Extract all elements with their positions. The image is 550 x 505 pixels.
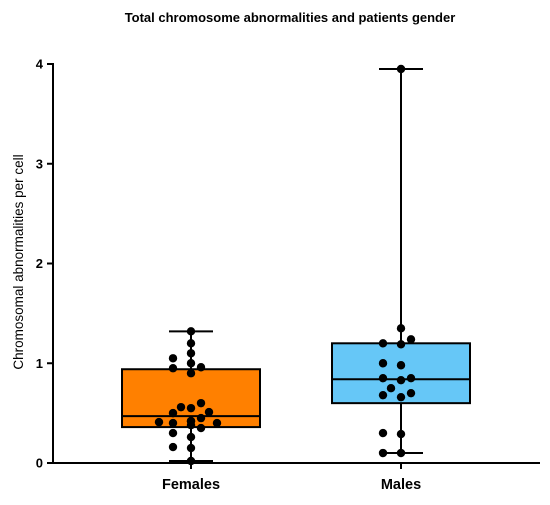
y-axis-label: Chromosomal abnormalities per cell: [11, 154, 26, 369]
boxes: [121, 67, 471, 463]
data-point: [186, 432, 196, 442]
axes: 0 1 2 3 4: [36, 57, 540, 471]
data-point: [186, 339, 196, 348]
data-point: [378, 374, 388, 383]
data-point: [378, 428, 388, 438]
data-point: [196, 413, 206, 423]
data-point: [396, 64, 406, 74]
data-point: [176, 402, 186, 412]
data-point: [168, 408, 178, 418]
data-point: [168, 428, 178, 438]
data-point: [396, 376, 406, 385]
y-tick-label: 3: [36, 156, 43, 171]
data-point: [378, 390, 388, 400]
data-point: [196, 423, 206, 433]
data-point: [396, 448, 406, 458]
data-point: [168, 418, 178, 428]
data-point: [168, 442, 178, 452]
data-point: [396, 429, 406, 439]
data-point: [186, 327, 196, 336]
y-tick-label: 1: [36, 356, 43, 371]
data-point: [186, 403, 196, 413]
data-point: [168, 354, 178, 363]
y-tick-label: 0: [36, 456, 43, 471]
data-point: [196, 363, 206, 372]
x-tick-label: Males: [381, 477, 421, 493]
category-labels: Females Males: [162, 463, 421, 493]
data-points: [154, 64, 416, 466]
data-point: [396, 324, 406, 333]
data-point: [378, 448, 388, 458]
x-tick-label: Females: [162, 477, 220, 493]
box-males: [331, 67, 471, 455]
data-point: [186, 416, 196, 426]
y-tick-label: 4: [36, 57, 44, 72]
data-point: [386, 383, 396, 393]
data-point: [196, 398, 206, 408]
data-point: [212, 418, 222, 428]
data-point: [396, 392, 406, 402]
chart-title: Total chromosome abnormalities and patie…: [125, 10, 456, 25]
data-point: [154, 417, 164, 427]
data-point: [186, 359, 196, 368]
box-iqr: [331, 342, 471, 405]
data-point: [406, 335, 416, 344]
data-point: [406, 374, 416, 383]
data-point: [204, 407, 214, 417]
data-point: [396, 361, 406, 370]
data-point: [186, 456, 196, 466]
data-point: [168, 364, 178, 373]
data-point: [378, 359, 388, 368]
data-point: [186, 349, 196, 358]
data-point: [406, 388, 416, 398]
data-point: [378, 339, 388, 348]
data-point: [396, 340, 406, 349]
data-point: [186, 369, 196, 378]
data-point: [186, 443, 196, 453]
y-tick-label: 2: [36, 256, 43, 271]
